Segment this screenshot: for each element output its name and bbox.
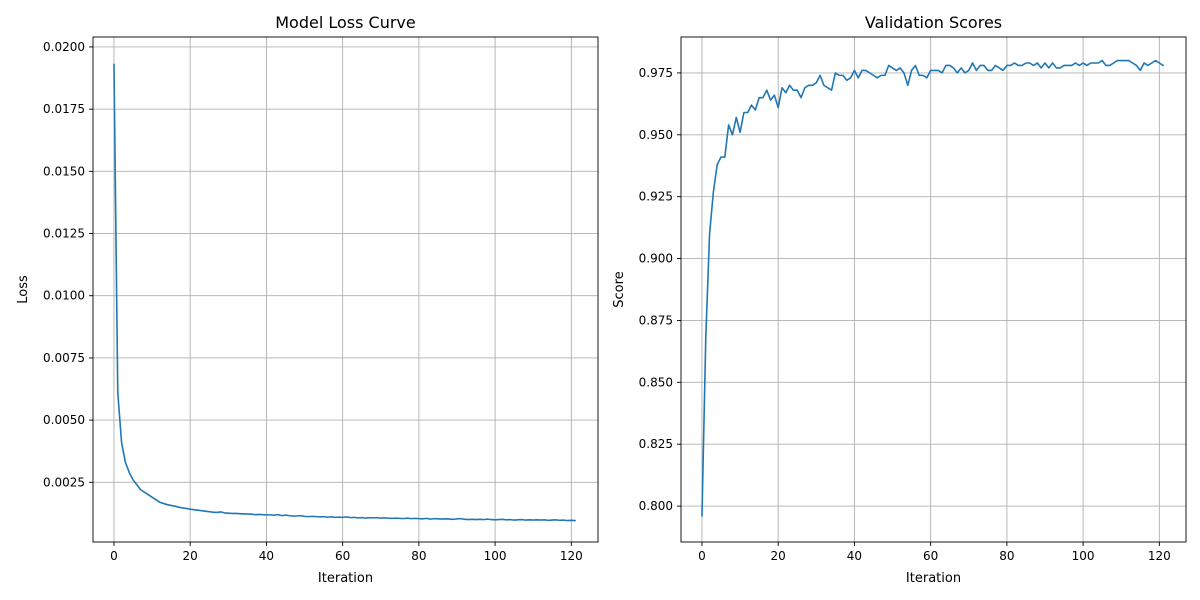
validation-y-tick-label: 0.900: [639, 252, 673, 266]
validation-chart-x-axis-label: Iteration: [906, 571, 961, 586]
validation-chart-title: Validation Scores: [865, 13, 1002, 32]
validation-chart-grid: [681, 37, 1186, 542]
loss-x-tick-label: 100: [484, 549, 507, 563]
validation-y-tick-label: 0.800: [639, 499, 673, 513]
validation-x-tick-label: 80: [999, 549, 1014, 563]
validation-chart: 0 20 40 60 80 100 120 0.800 0.825 0.850 0.875 0.900…: [612, 13, 1187, 586]
loss-series-line: [113, 63, 576, 522]
loss-y-tick-label: 0.0200: [43, 40, 85, 54]
loss-y-tick-label: 0.0100: [43, 289, 85, 303]
loss-x-tick-label: 60: [335, 549, 350, 563]
loss-chart-y-axis-label: Loss: [16, 275, 31, 304]
loss-x-tick-label: 40: [259, 549, 274, 563]
loss-chart: 0 20 40 60 80 100 120 0.0025 0.0050 0.0075 0.0100 0…: [16, 13, 599, 586]
loss-x-tick-label: 80: [411, 549, 426, 563]
loss-chart-x-axis-label: Iteration: [318, 571, 373, 586]
validation-y-tick-label: 0.825: [639, 437, 673, 451]
validation-x-tick-label: 100: [1072, 549, 1095, 563]
loss-y-tick-label: 0.0075: [43, 351, 85, 365]
loss-chart-ticks: 0 20 40 60 80 100 120 0.0025 0.0050 0.0075 0.0100 0…: [43, 40, 583, 563]
validation-x-tick-label: 60: [923, 549, 938, 563]
validation-y-tick-label: 0.850: [639, 375, 673, 389]
validation-chart-y-axis-label: Score: [612, 271, 627, 307]
loss-chart-frame: [92, 36, 599, 543]
validation-y-tick-label: 0.925: [639, 190, 673, 204]
validation-chart-ticks: 0 20 40 60 80 100 120 0.800 0.825 0.850 0.875 0.900…: [639, 66, 1171, 563]
validation-y-tick-label: 0.875: [639, 313, 673, 327]
validation-y-tick-label: 0.975: [639, 66, 673, 80]
loss-y-tick-label: 0.0175: [43, 102, 85, 116]
validation-x-tick-label: 0: [698, 549, 706, 563]
loss-y-tick-label: 0.0050: [43, 413, 85, 427]
validation-x-tick-label: 40: [847, 549, 862, 563]
loss-x-tick-label: 20: [183, 549, 198, 563]
loss-x-tick-label: 0: [110, 549, 118, 563]
loss-x-tick-label: 120: [560, 549, 583, 563]
loss-y-tick-label: 0.0025: [43, 475, 85, 489]
loss-y-tick-label: 0.0150: [43, 164, 85, 178]
validation-series-line: [701, 59, 1164, 517]
validation-x-tick-label: 120: [1148, 549, 1171, 563]
loss-chart-title: Model Loss Curve: [275, 13, 416, 32]
loss-chart-grid: [93, 37, 598, 542]
validation-y-tick-label: 0.950: [639, 128, 673, 142]
validation-chart-frame: [680, 36, 1187, 543]
loss-y-tick-label: 0.0125: [43, 227, 85, 241]
validation-x-tick-label: 20: [771, 549, 786, 563]
